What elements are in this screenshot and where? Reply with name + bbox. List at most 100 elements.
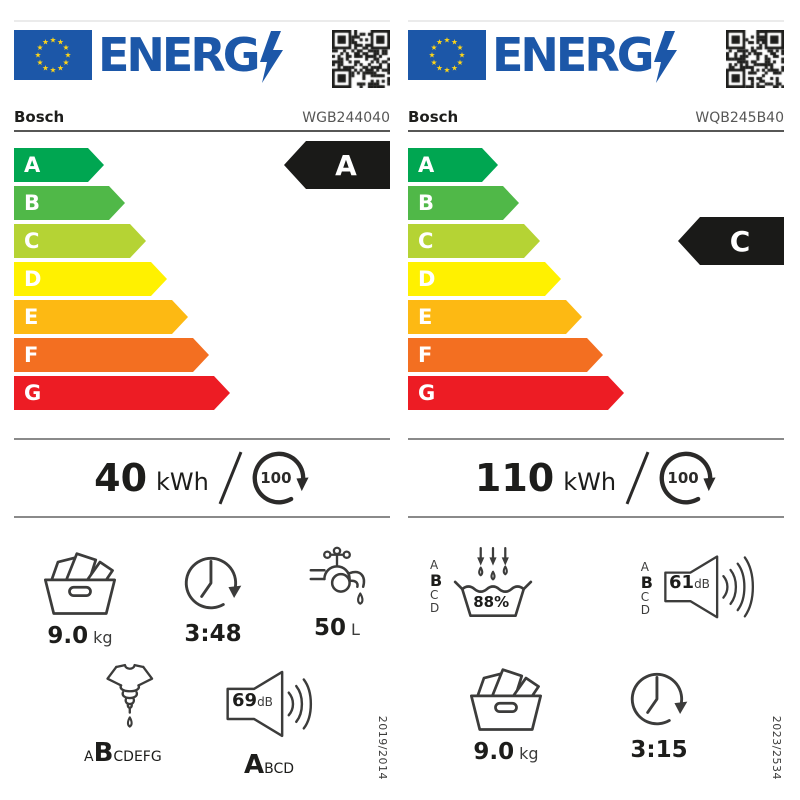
svg-text:★: ★ bbox=[459, 51, 466, 60]
scale-arrow-b: B bbox=[408, 186, 519, 220]
duration-group: 3:15 bbox=[626, 662, 692, 763]
eu-flag-icon: ★★★ ★★★ ★★★ ★ ★★ bbox=[408, 30, 486, 80]
lightning-bolt-icon bbox=[259, 31, 283, 83]
scale-arrow-d: D bbox=[408, 262, 561, 296]
model-number: WGB244040 bbox=[302, 110, 390, 126]
per-100-cycles-icon: 100 bbox=[655, 447, 717, 509]
lightning-bolt-icon bbox=[653, 31, 677, 83]
rating-indicator: C bbox=[678, 217, 784, 265]
capacity-unit: kg bbox=[519, 744, 539, 763]
capacity-value: 9.0 bbox=[47, 623, 89, 649]
svg-text:★: ★ bbox=[57, 38, 64, 47]
svg-text:★: ★ bbox=[37, 58, 44, 67]
brand-row: Bosch WQB245B40 bbox=[408, 106, 784, 132]
noise-unit: dB bbox=[257, 695, 273, 709]
energy-unit: kWh bbox=[563, 468, 617, 496]
noise-class-scale: ABCD bbox=[243, 750, 295, 780]
eu-flag-icon: ★★★ ★★★ ★★★ ★ ★★ bbox=[14, 30, 92, 80]
scale-arrow-f: F bbox=[14, 338, 209, 372]
duration-group: 3:48 bbox=[180, 546, 246, 647]
efficiency-scale: A B C D E F G A bbox=[14, 141, 390, 410]
svg-text:★: ★ bbox=[436, 64, 443, 73]
label-header: ★ ★ ★ ★ ★ ★ ★ ★ ★ ★ ★ ★ ENERG bbox=[14, 30, 390, 92]
svg-text:★: ★ bbox=[457, 43, 464, 52]
svg-text:★: ★ bbox=[50, 66, 57, 75]
clock-icon bbox=[630, 672, 688, 726]
energy-unit: kWh bbox=[156, 468, 209, 496]
noise-value: 61 bbox=[669, 572, 695, 593]
scale-arrow-a: A bbox=[14, 148, 104, 182]
svg-text:★: ★ bbox=[429, 51, 436, 60]
energy-value: 110 bbox=[474, 456, 555, 500]
efficiency-scale: A B C D E F G C bbox=[408, 148, 784, 410]
model-number: WQB245B40 bbox=[695, 110, 784, 126]
svg-text:★: ★ bbox=[451, 64, 458, 73]
scale-arrow-e: E bbox=[14, 300, 188, 334]
capacity-group: 9.0 kg bbox=[38, 546, 122, 649]
energ-logo-text: ENERG bbox=[98, 28, 261, 82]
svg-text:★: ★ bbox=[57, 64, 64, 73]
laundry-basket-icon bbox=[469, 668, 543, 731]
scale-arrow-b: B bbox=[14, 186, 125, 220]
energ-logo: ENERG bbox=[492, 30, 678, 83]
qr-code bbox=[726, 30, 784, 88]
noise-group: 69 dB ABCD bbox=[222, 662, 316, 780]
rating-indicator: A bbox=[284, 141, 390, 189]
svg-text:★: ★ bbox=[457, 58, 464, 67]
scale-arrow-c: C bbox=[408, 224, 540, 258]
capacity-value: 9.0 bbox=[473, 739, 515, 765]
per-100-cycles-icon: 100 bbox=[248, 447, 310, 509]
duration-value: 3:15 bbox=[630, 737, 688, 763]
scale-arrow-g: G bbox=[408, 376, 624, 410]
svg-text:★: ★ bbox=[431, 43, 438, 52]
scale-arrow-g: G bbox=[14, 376, 230, 410]
noise-unit: dB bbox=[694, 577, 710, 591]
energy-label-dryer: ★ ★ ★ ★ ★ ★ ★ ★ ★ ★ ★ ★ ENERG Bosch WQB245B40 A … bbox=[408, 20, 784, 788]
scale-arrow-d: D bbox=[14, 262, 167, 296]
wrung-shirt-icon bbox=[106, 663, 154, 728]
svg-text:★: ★ bbox=[63, 43, 70, 52]
regulation-number: 2019/2014 bbox=[376, 715, 389, 780]
rinse-percent: 88% bbox=[473, 593, 510, 611]
svg-text:★: ★ bbox=[42, 64, 49, 73]
brand-row: Bosch WGB244040 bbox=[14, 106, 390, 132]
cycles-count: 100 bbox=[260, 469, 292, 487]
label-header: ★ ★ ★ ★ ★ ★ ★ ★ ★ ★ ★ ★ ENERG bbox=[408, 30, 784, 92]
water-value: 50 bbox=[314, 615, 347, 641]
svg-text:★: ★ bbox=[444, 36, 451, 45]
capacity-group: 9.0 kg bbox=[464, 662, 548, 765]
energy-consumption-row: 40 kWh 100 bbox=[14, 438, 390, 518]
clock-icon bbox=[184, 556, 242, 610]
brand-name: Bosch bbox=[14, 108, 65, 126]
per-slash bbox=[625, 451, 650, 505]
per-slash bbox=[218, 451, 243, 505]
spin-class-scale: ABCDEFG bbox=[84, 738, 162, 768]
icons-row-2: ABCDEFG 69 dB ABCD bbox=[14, 662, 390, 780]
scale-arrow-e: E bbox=[408, 300, 582, 334]
svg-text:★: ★ bbox=[35, 51, 42, 60]
capacity-unit: kg bbox=[93, 628, 113, 647]
noise-value: 69 bbox=[232, 690, 258, 711]
icons-row-1: 9.0 kg 3:48 bbox=[14, 546, 390, 658]
svg-text:★: ★ bbox=[65, 51, 72, 60]
qr-code bbox=[332, 30, 390, 88]
scale-arrow-f: F bbox=[408, 338, 603, 372]
spin-class-group: ABCDEFG bbox=[84, 662, 162, 768]
cycles-count: 100 bbox=[667, 469, 699, 487]
energ-logo-text: ENERG bbox=[492, 28, 655, 82]
energ-logo: ENERG bbox=[98, 30, 284, 83]
regulation-number: 2023/2534 bbox=[770, 715, 783, 780]
water-group: 50 L bbox=[304, 546, 370, 641]
svg-text:★: ★ bbox=[63, 58, 70, 67]
water-unit: L bbox=[351, 620, 360, 639]
speaker-icon bbox=[664, 555, 754, 619]
brand-name: Bosch bbox=[408, 108, 459, 126]
svg-text:★: ★ bbox=[37, 43, 44, 52]
svg-text:★: ★ bbox=[42, 38, 49, 47]
